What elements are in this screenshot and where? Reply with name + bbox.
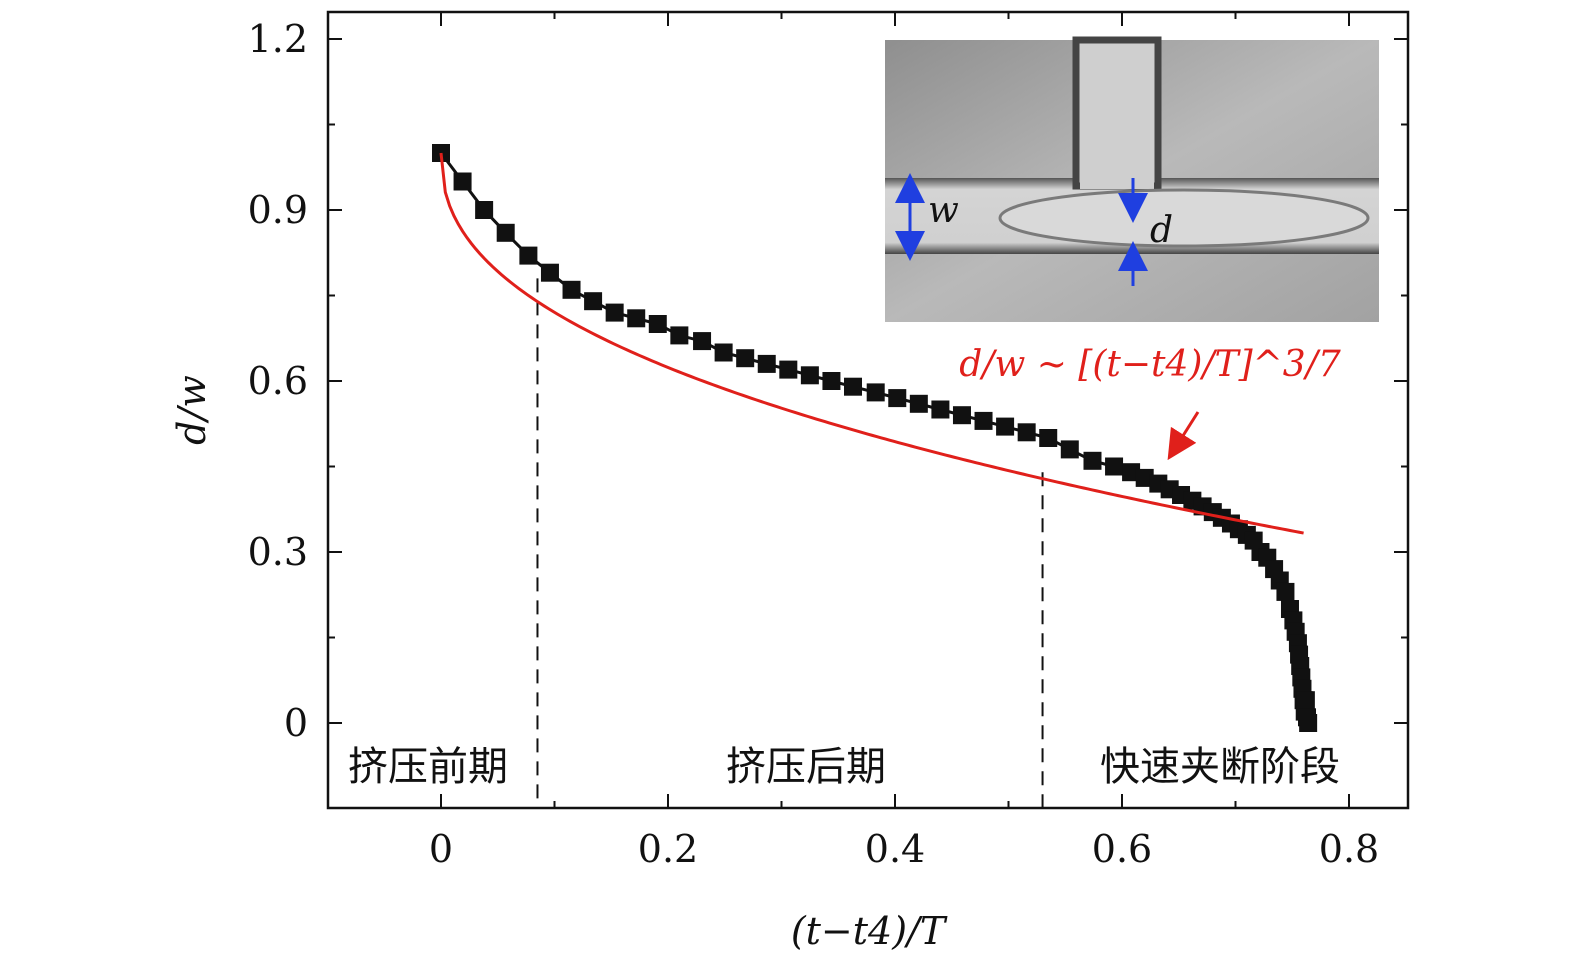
data-point bbox=[1060, 440, 1079, 459]
data-point bbox=[453, 172, 472, 191]
data-point bbox=[496, 223, 515, 242]
x-tick-label: 0 bbox=[429, 827, 453, 871]
data-point bbox=[822, 372, 841, 390]
inset-droplet bbox=[998, 188, 1370, 248]
data-point bbox=[757, 354, 776, 373]
data-point bbox=[1039, 429, 1058, 447]
axis-ticks bbox=[328, 12, 1408, 808]
y-tick-label: 0.9 bbox=[248, 188, 308, 232]
y-tick-label: 0 bbox=[284, 701, 308, 745]
phase-label-rapid-pinch-off: 快速夹断阶段 bbox=[1100, 744, 1340, 790]
fit-label-arrow bbox=[1167, 411, 1200, 461]
data-point bbox=[670, 326, 689, 345]
y-tick-label: 1.2 bbox=[248, 17, 308, 61]
y-tick-label: 0.3 bbox=[248, 530, 308, 574]
x-tick-labels: 0 0.2 0.4 0.6 0.8 bbox=[429, 827, 1379, 871]
data-point bbox=[800, 366, 819, 385]
data-point bbox=[1017, 423, 1036, 442]
fit-curve bbox=[439, 152, 1304, 535]
data-point bbox=[866, 383, 885, 402]
x-axis-title: (t−t4)/T bbox=[791, 909, 948, 953]
data-point bbox=[562, 280, 581, 299]
data-point bbox=[1299, 714, 1318, 732]
x-tick-label: 0.8 bbox=[1319, 827, 1379, 871]
data-point bbox=[605, 303, 624, 322]
data-point bbox=[779, 360, 798, 379]
data-point bbox=[1296, 691, 1315, 710]
plot-frame bbox=[326, 10, 1410, 810]
inset-junction bbox=[1080, 175, 1154, 189]
x-tick-label: 0.4 bbox=[865, 827, 925, 871]
data-point bbox=[1105, 457, 1124, 476]
data-point bbox=[693, 332, 712, 351]
data-point bbox=[1083, 451, 1102, 470]
data-point bbox=[540, 263, 559, 282]
y-axis-title: d/w bbox=[170, 375, 214, 445]
data-point bbox=[952, 406, 971, 425]
data-point bbox=[974, 411, 993, 430]
data-point bbox=[1276, 582, 1295, 601]
phase-label-early-squeeze: 挤压前期 bbox=[348, 744, 508, 790]
data-point bbox=[627, 309, 646, 328]
inset-label-w: w bbox=[928, 190, 959, 231]
data-point bbox=[648, 315, 667, 333]
data-point bbox=[909, 394, 928, 413]
data-point bbox=[519, 246, 538, 265]
data-point bbox=[996, 417, 1015, 436]
phase-label-late-squeeze: 挤压后期 bbox=[726, 744, 886, 790]
data-point bbox=[584, 292, 603, 311]
data-point bbox=[1122, 463, 1141, 482]
y-tick-labels: 0 0.3 0.6 0.9 1.2 bbox=[248, 17, 308, 745]
data-point bbox=[888, 389, 907, 408]
data-point bbox=[736, 349, 755, 368]
y-tick-label: 0.6 bbox=[248, 359, 308, 403]
data-point bbox=[475, 201, 494, 219]
data-point bbox=[844, 377, 863, 396]
inset-micrograph: w d bbox=[885, 36, 1379, 322]
inset-label-d: d bbox=[1150, 210, 1173, 251]
x-tick-label: 0.2 bbox=[638, 827, 698, 871]
inset-side-channel bbox=[1072, 36, 1162, 190]
data-point bbox=[714, 343, 733, 362]
x-tick-label: 0.6 bbox=[1092, 827, 1152, 871]
fit-equation-label: d/w ~ [(t−t4)/T]^3/7 bbox=[959, 344, 1341, 385]
data-point bbox=[931, 400, 950, 419]
data-point bbox=[1135, 468, 1154, 487]
